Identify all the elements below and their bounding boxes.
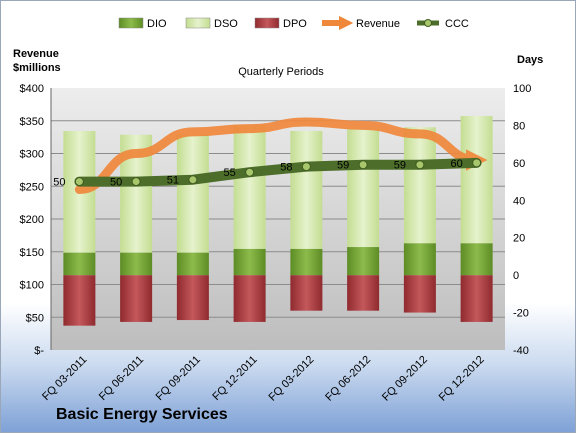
dso-bar: [347, 129, 380, 248]
ccc-data-label: 59: [394, 160, 406, 172]
dio-bar: [290, 248, 323, 276]
ccc-point: [245, 167, 255, 177]
chart-legend: DIO DSO DPO Revenue CCC: [118, 15, 469, 31]
left-tick-label: $200: [20, 214, 44, 226]
left-tick-label: $400: [20, 83, 44, 95]
left-tick-label: $350: [20, 116, 44, 128]
x-tick-label: FQ 12-2012: [437, 354, 487, 404]
dso-bar: [290, 131, 323, 249]
ccc-legend-marker: [424, 19, 432, 27]
right-tick-label: 0: [513, 270, 519, 282]
legend-label: DIO: [147, 18, 167, 30]
dio-bar: [347, 247, 380, 276]
ccc-data-label: 50: [110, 177, 122, 189]
left-tick-label: $300: [20, 149, 44, 161]
right-tick-label: 80: [513, 120, 525, 132]
x-axis: FQ 03-2011 FQ 06-2011 FQ 09-2011 FQ 12-2011…: [40, 354, 487, 404]
x-tick-label: FQ 09-2011: [154, 354, 203, 403]
dio-bar: [460, 243, 493, 276]
legend-label: Revenue: [356, 18, 400, 30]
dpo-bar: [233, 275, 266, 322]
left-tick-label: $100: [20, 280, 44, 292]
x-tick-label: FQ 06-2011: [97, 354, 146, 403]
left-tick-label: $-: [34, 345, 44, 357]
ccc-data-label: 51: [167, 175, 179, 187]
left-axis-title-line-2: $millions: [13, 62, 61, 74]
revenue-line: [74, 117, 488, 195]
ccc-point: [358, 160, 368, 170]
right-tick-label: 100: [513, 83, 531, 95]
x-tick-label: FQ 06-2012: [323, 354, 373, 404]
dio-bar: [120, 252, 153, 276]
left-axis: $400 $350 $300 $250 $200 $150 $100 $50 $-: [20, 83, 52, 357]
ccc-point: [131, 177, 141, 187]
x-tick-label: FQ 09-2012: [380, 354, 430, 404]
ccc-data-label: 50: [53, 177, 65, 189]
dpo-bar: [120, 275, 153, 322]
chart-title: Quarterly Periods: [238, 66, 324, 78]
dio-bar: [403, 243, 436, 276]
ccc-point: [415, 160, 425, 170]
x-tick-label: FQ 03-2012: [267, 354, 317, 404]
dpo-bar: [176, 275, 209, 321]
dpo-bar: [347, 275, 380, 311]
ccc-data-label: 60: [451, 158, 463, 170]
ccc-data-label: 55: [224, 167, 236, 179]
dio-bar: [176, 252, 209, 276]
left-tick-label: $250: [20, 181, 44, 193]
dpo-bar: [63, 275, 96, 326]
ccc-point: [301, 162, 311, 172]
right-tick-label: 40: [513, 195, 525, 207]
ccc-data-label: 59: [337, 160, 349, 172]
dpo-bar: [403, 275, 436, 313]
dso-legend-swatch: [185, 17, 211, 29]
dso-bar: [233, 125, 266, 249]
dio-legend-swatch: [118, 17, 144, 29]
legend-label: DSO: [214, 18, 238, 30]
legend-label: CCC: [445, 18, 469, 30]
x-tick-label: FQ 03-2011: [40, 354, 89, 403]
right-axis-title: Days: [517, 54, 543, 66]
company-name: Basic Energy Services: [56, 406, 228, 423]
dso-bar: [460, 116, 493, 244]
dpo-bar: [290, 275, 323, 311]
ccc-data-label: 58: [280, 162, 292, 174]
dio-bar: [63, 252, 96, 276]
ccc-point: [472, 158, 482, 168]
left-tick-label: $50: [26, 312, 44, 324]
dio-bar: [233, 248, 266, 276]
x-tick-label: FQ 12-2011: [210, 354, 259, 403]
revenue-series: [74, 117, 488, 195]
ccc-point: [188, 175, 198, 185]
ccc-line: [74, 157, 482, 187]
right-tick-label: 20: [513, 233, 525, 245]
ccc-series: 50 50 51 55 58 59 59 60: [53, 157, 482, 189]
right-tick-label: 60: [513, 158, 525, 170]
dso-bar: [176, 134, 209, 253]
legend-label: DPO: [283, 18, 307, 30]
dpo-bar: [460, 275, 493, 322]
dpo-legend-swatch: [254, 17, 280, 29]
left-axis-title-line-1: Revenue: [13, 48, 59, 60]
ccc-point: [74, 177, 84, 187]
right-tick-label: -20: [513, 308, 529, 320]
right-axis: 100 80 60 40 20 0 -20 -40: [513, 83, 531, 357]
right-tick-label: -40: [513, 345, 529, 357]
left-tick-label: $150: [20, 247, 44, 259]
dso-bar: [403, 127, 436, 244]
